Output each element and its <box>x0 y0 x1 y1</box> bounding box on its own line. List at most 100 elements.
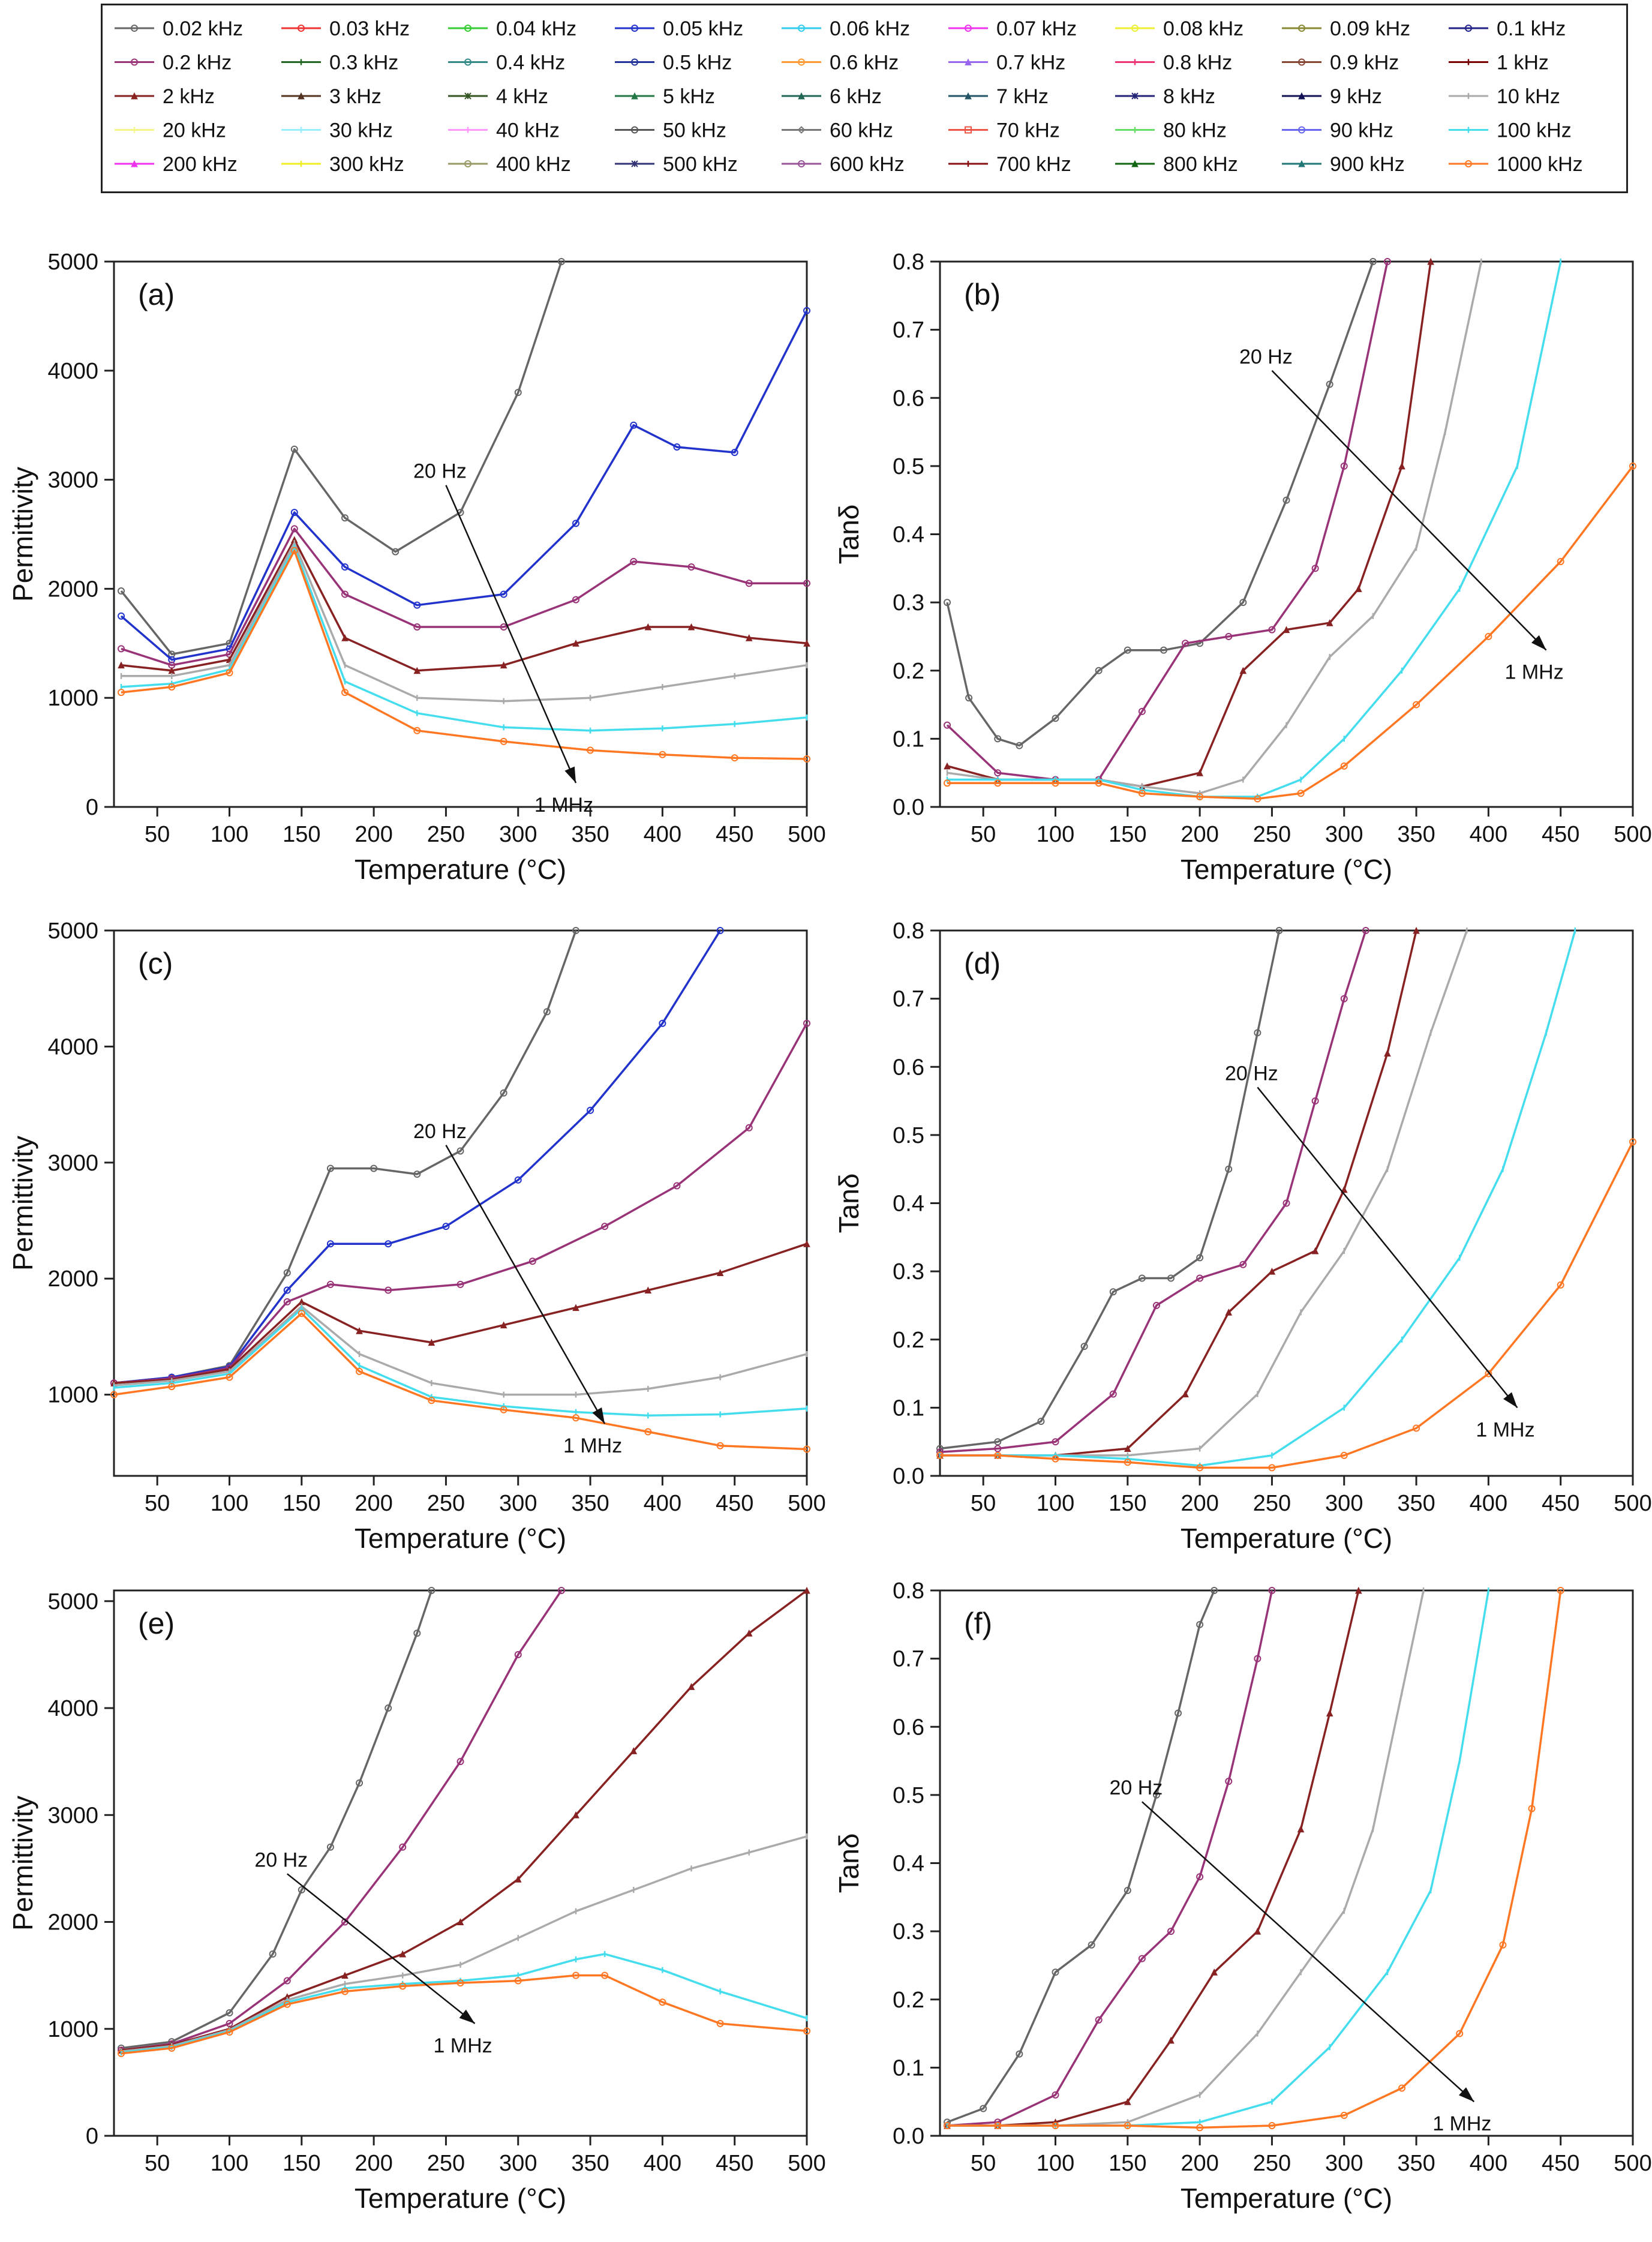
chart-b-xtick-label-250: 250 <box>1253 822 1291 847</box>
chart-f-ytick-label-6: 0.6 <box>893 1715 924 1740</box>
chart-a-xtick-label-500: 500 <box>788 822 825 847</box>
chart-b-series-1000-khz-point-11 <box>1557 557 1564 565</box>
chart-d-ytick-label-2: 0.2 <box>893 1328 924 1353</box>
chart-a-series-2-khz-point-5 <box>413 667 421 674</box>
chart-f-series-0-02-khz-point-1 <box>980 2105 987 2112</box>
chart-c-series-0-02-khz-point-7 <box>456 1147 464 1155</box>
chart-d-ytick-label-0: 0.0 <box>893 1464 924 1489</box>
chart-b-ytick-label-3: 0.3 <box>893 590 924 616</box>
chart-c-xtick-label-350: 350 <box>571 1491 609 1516</box>
legend-1-khz-label: 1 kHz <box>1497 52 1549 74</box>
chart-c-series-0-05-khz-point-7 <box>514 1176 522 1184</box>
chart-a-frame <box>113 260 808 808</box>
chart-a-series-0-2-khz-line <box>121 527 807 667</box>
chart-e-series-1000-khz-point-6 <box>456 1979 464 1987</box>
legend-6-khz-marker <box>798 92 805 100</box>
chart-a-series-0-02-khz-point-3 <box>290 445 298 453</box>
chart-d-series-0-2-khz-point-9 <box>1340 995 1348 1003</box>
chart-f-series-2-khz-line <box>947 1590 1360 2127</box>
legend-0-6-khz-marker <box>798 58 805 66</box>
chart-a-series-1000-khz-point-7 <box>587 746 594 754</box>
chart-f-series-0-2-khz-line <box>947 1590 1273 2127</box>
chart-b-series-0-2-khz-line <box>946 261 1389 781</box>
chart-f-series-2-khz-point-4 <box>1167 2036 1175 2044</box>
chart-a-series-0-05-khz-point-4 <box>341 563 349 571</box>
chart-c-ytick-label-2: 3000 <box>47 1151 98 1176</box>
legend-0-05-khz-marker <box>631 25 638 32</box>
chart-c-series-0-2-khz-point-11 <box>803 1019 810 1027</box>
chart-d-xtick-label-50: 50 <box>971 1491 996 1516</box>
chart-f-series-0-02-khz-line <box>947 1590 1215 2123</box>
chart-d-ytick-label-3: 0.3 <box>893 1259 924 1284</box>
chart-d-series-1000-khz-point-3 <box>1124 1458 1131 1466</box>
chart-a-series-1000-khz-point-4 <box>341 689 349 697</box>
chart-a-series-0-2-khz-point-4 <box>341 590 349 598</box>
chart-b-series-1000-khz-point-12 <box>1629 462 1636 470</box>
legend-1000-khz-marker <box>1465 160 1472 167</box>
chart-c-xtick-label-500: 500 <box>788 1491 825 1516</box>
chart-b-series-0-02-khz-point-5 <box>1095 667 1103 674</box>
chart-a-ytick-label-3: 3000 <box>47 468 98 493</box>
chart-c-series-2-khz-point-4 <box>356 1327 363 1334</box>
chart-d-series-2-khz-point-6 <box>1268 1268 1276 1275</box>
chart-d-annotation-arrowhead <box>1503 1392 1518 1408</box>
chart-e-series-0-02-khz-point-7 <box>385 1704 392 1712</box>
chart-d-series-100-khz-line <box>940 930 1576 1467</box>
chart-c-series-0-02-khz-point-8 <box>500 1089 507 1097</box>
chart-d-series-1000-khz-point-10 <box>1629 1138 1636 1146</box>
chart-b-series-0-02-khz-line <box>946 261 1374 747</box>
chart-c-series-0-05-khz-point-6 <box>442 1223 450 1230</box>
chart-b-xtick-label-200: 200 <box>1181 822 1218 847</box>
chart-c-series-0-05-khz-point-4 <box>326 1240 334 1248</box>
chart-d-series-1000-khz-point-6 <box>1340 1451 1348 1459</box>
chart-c-series-1000-khz-point-4 <box>356 1367 364 1375</box>
chart-a-series-2-khz-point-11 <box>803 640 810 647</box>
chart-panel-b: 50 100 150 200 250 300 350 400 450 500 0.0 0.1 0.2 0.… <box>826 240 1652 912</box>
legend-600-khz-marker <box>798 160 805 167</box>
chart-c-annotation-start-label: 20 Hz <box>413 1120 467 1143</box>
chart-b-ytick-label-8: 0.8 <box>893 250 924 275</box>
chart-e-annotation-start-label: 20 Hz <box>254 1848 308 1871</box>
chart-a-series-0-05-khz-point-10 <box>731 449 738 457</box>
chart-d-series-2-khz-point-4 <box>1182 1390 1189 1398</box>
chart-c-svg: 50 100 150 200 250 300 350 400 450 500 1000 2000 300… <box>7 919 826 1554</box>
chart-e-series-0-02-khz-point-2 <box>226 2009 233 2017</box>
legend-0-8-khz-marker <box>1132 59 1138 65</box>
chart-b-series-0-02-khz-point-3 <box>1016 742 1023 749</box>
chart-d-xtick-label-400: 400 <box>1470 1491 1507 1516</box>
chart-e-xtick-label-400: 400 <box>644 2151 681 2176</box>
chart-b-series-2-khz-point-7 <box>1282 626 1290 634</box>
chart-d-xtick-label-200: 200 <box>1181 1491 1218 1516</box>
chart-c-series-0-2-khz-line <box>113 1022 808 1385</box>
chart-b-ytick-label-5: 0.5 <box>893 454 924 479</box>
legend-0-2-khz-marker <box>131 58 138 66</box>
chart-f-series-group <box>944 1586 1564 2132</box>
chart-b-series-2-khz-point-10 <box>1398 462 1405 470</box>
legend-0-5-khz-label: 0.5 kHz <box>663 52 732 74</box>
chart-d-xtick-label-450: 450 <box>1542 1491 1579 1516</box>
chart-c-series-0-05-khz-line <box>113 930 722 1385</box>
chart-a-series-1000-khz-point-0 <box>118 689 125 697</box>
chart-a-series-2-khz-point-10 <box>745 634 753 641</box>
chart-c-series-1000-khz-point-5 <box>428 1397 435 1404</box>
chart-d-xtick-label-250: 250 <box>1253 1491 1291 1516</box>
chart-d-annotation-start-label: 20 Hz <box>1225 1062 1278 1085</box>
legend-200-khz-label: 200 kHz <box>163 153 238 176</box>
legend-0-4-khz-label: 0.4 kHz <box>496 52 565 74</box>
chart-f-svg: 50 100 150 200 250 300 350 400 450 500 0.0 0.1 0.2 0.… <box>833 1578 1652 2214</box>
chart-e-ytick-label-2: 2000 <box>47 1910 98 1935</box>
chart-f-series-1000-khz-point-7 <box>1398 2084 1405 2092</box>
chart-b-series-0-02-khz-point-9 <box>1239 599 1247 607</box>
chart-d-series-0-02-khz-point-4 <box>1109 1288 1117 1296</box>
chart-b-series-0-02-khz-point-0 <box>944 599 951 607</box>
chart-b-series-group <box>944 257 1636 803</box>
chart-e-frame <box>113 1589 808 2137</box>
chart-e-series-1000-khz-point-5 <box>399 1982 407 1990</box>
chart-b-ytick-label-0: 0.0 <box>893 795 924 820</box>
chart-e-series-1000-khz-point-9 <box>601 1971 609 1979</box>
legend-60-khz-marker <box>797 126 806 134</box>
chart-f-series-0-02-khz-point-3 <box>1052 1968 1059 1976</box>
chart-f-series-1000-khz-point-0 <box>944 2121 951 2129</box>
chart-b-series-0-02-khz-point-11 <box>1326 380 1333 388</box>
chart-d-series-group <box>936 926 1636 1472</box>
